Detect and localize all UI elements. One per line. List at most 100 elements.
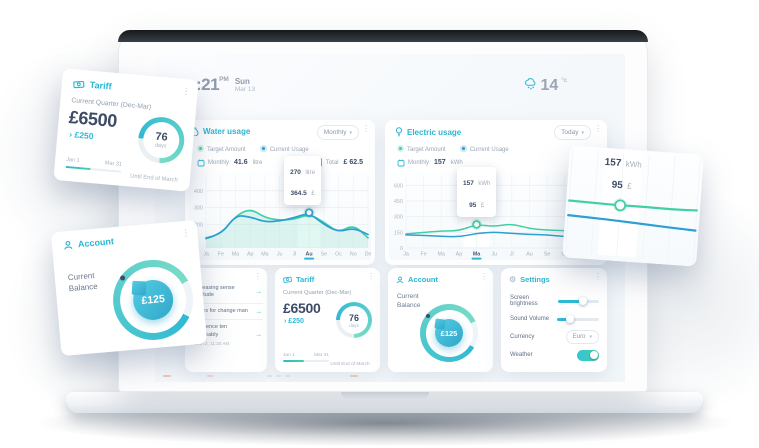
days-number: 76 [154,130,169,144]
svg-text:Jl: Jl [510,252,514,258]
list-item[interactable]: Parties for change man → [189,304,263,321]
electric-monthly-stat: Monthly 157 kWh [397,159,463,167]
water-period-dropdown[interactable]: Monthly ▾ [316,125,359,140]
svg-text:450: 450 [394,199,403,205]
water-legend-target[interactable]: Target Amount [197,145,246,153]
days-number: 76 [348,312,359,323]
settings-menu-icon[interactable]: ⋮ [594,272,602,281]
dock-mark [276,375,281,377]
range-end: Mar 31 [314,352,329,358]
water-monthly-stat: Monthly 41.6 litre [197,159,262,167]
brightness-label: Screen brightness [510,295,538,307]
electric-legend-target[interactable]: Target Amount [397,145,446,153]
electric-legend-current[interactable]: Current Usage [459,145,509,153]
tariff-progress-bar [283,359,329,362]
dock-mark [285,375,290,377]
settings-card: ⚙ Settings ⋮ Screen brightness Sound Vol… [501,268,607,372]
calendar-icon [197,159,205,167]
svg-text:Ma: Ma [232,252,239,258]
crop-chart [562,145,704,267]
weekday-label: Sun [234,77,250,86]
currency-row: Currency Euro ▾ [510,328,599,346]
tariff-delta: › £250 [284,318,304,325]
brightness-slider[interactable] [557,299,599,303]
tariff-amount: £6500 [283,300,321,316]
tariff-card: Tariff ⋮ Current Quarter (Dec-Mar) £6500… [275,268,380,372]
tariff-date-range: Jan 1 Mar 31 [283,352,329,362]
dock-mark [207,375,213,377]
account-menu-icon[interactable]: ⋮ [180,227,191,239]
electric-period-dropdown[interactable]: Today ▾ [554,125,591,140]
dock-mark [163,375,171,377]
gauge-start-dot [119,275,126,281]
notifications-menu-icon[interactable]: ⋮ [254,272,262,281]
arrow-right-icon: → [255,288,262,296]
time-value: :21 [196,75,220,94]
person-icon [396,276,404,284]
temperature-unit: °c [561,78,567,84]
balance-value: £125 [440,328,458,338]
chevron-down-icon: ▾ [589,334,592,340]
banknote-icon [72,79,85,89]
currency-select[interactable]: Euro ▾ [565,330,599,344]
water-usage-card: Water usage Monthly ▾ ⋮ Target Amount Cu… [185,120,375,265]
svg-text:0: 0 [400,246,403,252]
crop-chart-tooltip: 157 kWh 95 £ [604,157,643,192]
radio-icon [259,145,267,152]
svg-text:300: 300 [394,215,403,221]
svg-text:Oc: Oc [335,252,342,258]
svg-text:Ja: Ja [403,252,409,258]
date-label: Mar 13 [234,86,256,94]
temperature-value: 14 [540,77,559,94]
water-dropdown-value: Monthly [323,129,347,136]
tariff-menu-icon[interactable]: ⋮ [367,272,375,281]
volume-slider[interactable] [557,317,599,321]
svg-text:Ap: Ap [456,252,463,258]
svg-text:300: 300 [194,206,203,212]
floating-account-card: Account ⋮ Current Balance £125 [50,219,208,357]
arrow-right-icon: → [255,331,262,339]
svg-text:Ma: Ma [261,252,268,258]
svg-text:Se: Se [321,252,328,258]
time-meridiem: PM [219,76,229,83]
days-label: days [349,322,359,328]
electric-chart-tooltip: 157 kWh 95 £ [457,167,497,217]
tariff-menu-icon[interactable]: ⋮ [181,85,192,97]
svg-text:Au: Au [526,252,533,258]
svg-text:Ma: Ma [473,252,480,258]
laptop-notch [340,392,429,399]
days-remaining-donut: 76 days [336,302,372,338]
increase-arrow-icon: › [68,129,73,140]
svg-text:200: 200 [194,222,203,228]
range-end: Mar 31 [104,160,123,168]
chevron-down-icon: ▾ [581,129,584,136]
tariff-date-range: Jan 1 Mar 31 [65,157,122,173]
account-menu-icon[interactable]: ⋮ [480,272,488,281]
balance-value: £125 [140,292,166,307]
radio-icon [459,145,467,152]
dock-mark [267,375,272,377]
water-chart[interactable]: 400 300 200 Ja Fe Ma Ap Ma Ju Jl Au Se Oc No De [189,172,371,260]
settings-card-title: Settings [520,275,550,284]
weather-toggle[interactable] [577,349,599,361]
gear-icon: ⚙ [509,275,517,284]
range-start: Jan 1 [283,352,295,358]
person-icon [63,240,74,251]
rain-cloud-icon [524,78,537,91]
clock: :21PM Sun Mar 13 [196,76,255,95]
svg-text:Ma: Ma [438,252,445,258]
notification-time: March 2, 11:20 AM [191,340,230,346]
water-card-menu-icon[interactable]: ⋮ [362,124,370,133]
chevron-down-icon: ▾ [349,129,352,136]
weather-row: Weather [510,346,599,364]
water-legend-current[interactable]: Current Usage [259,145,309,153]
electric-dropdown-value: Today [561,129,579,136]
weather-widget: 14 °c [524,78,567,94]
laptop-lid-edge [118,30,648,42]
calendar-icon [397,159,405,167]
svg-text:400: 400 [194,189,203,195]
days-label: days [154,142,167,150]
volume-label: Sound Volume [510,316,550,322]
floating-tariff-card: Tariff ⋮ Current Quarter (Dec-Mar) £6500… [53,68,199,192]
electric-card-menu-icon[interactable]: ⋮ [594,124,602,133]
